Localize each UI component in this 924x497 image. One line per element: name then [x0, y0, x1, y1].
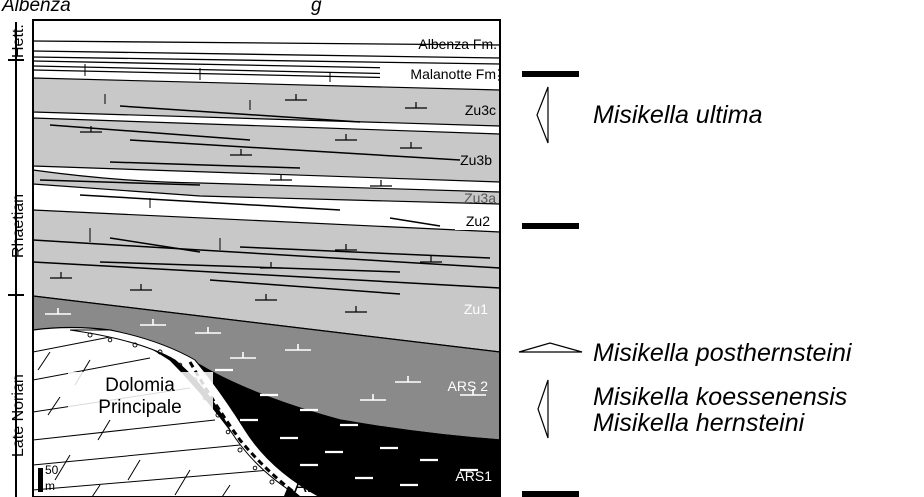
- fault-dashed-line: [188, 361, 296, 495]
- label-zu2: Zu2: [466, 213, 490, 229]
- stage-label-late-norian: Late Norian: [10, 374, 27, 457]
- limestone-symbols: [50, 94, 442, 313]
- band-zu3b: [33, 117, 500, 183]
- zu-gray-bands: [33, 77, 500, 353]
- band-zu3a: [33, 169, 500, 205]
- range-symbols: [518, 86, 583, 439]
- label-albenza: Albenza Fm.: [418, 36, 497, 52]
- label-malanotte-bg: [380, 65, 498, 83]
- label-dolomia-bg: [68, 372, 213, 416]
- scale-value: 50: [45, 463, 59, 477]
- biozone-bar-top: [522, 71, 579, 77]
- biozone-bars: [522, 71, 579, 497]
- range-ultima-icon: [536, 86, 549, 144]
- taxon-koessenensis: Misikella koessenensis: [593, 383, 847, 411]
- scale-bar-rect: [38, 468, 43, 492]
- taxon-posthernsteini: Misikella posthernsteini: [593, 339, 853, 367]
- biozone-bar-mid: [522, 223, 579, 229]
- label-zu3a: Zu3a: [464, 190, 496, 206]
- stage-label-hett: Hett.: [10, 24, 27, 58]
- scale-bar: 50 m: [38, 463, 59, 493]
- label-dolomia-line1: Dolomia: [105, 375, 175, 396]
- band-zu1: [33, 209, 500, 353]
- band-ars1: [109, 329, 500, 497]
- label-zu1: Zu1: [464, 301, 488, 317]
- clipped-caption-right: g: [311, 0, 322, 16]
- label-ar: AR: [294, 476, 320, 497]
- label-dolomia-line2: Principale: [98, 397, 181, 418]
- label-zu2-bg: [455, 212, 495, 230]
- marl-lenses: [33, 105, 500, 295]
- taxon-hernsteini: Misikella hernsteini: [593, 409, 806, 437]
- stage-column: Hett. Rhaetian Late Norian: [8, 22, 27, 497]
- stage-label-rhaetian: Rhaetian: [10, 194, 27, 258]
- panel-frame: [32, 19, 501, 497]
- ars1-dashes: [215, 368, 478, 487]
- unit-labels: Albenza Fm. Malanotte Fm Zu3c Zu3b Zu3a …: [68, 36, 498, 497]
- label-malanotte: Malanotte Fm: [410, 66, 496, 82]
- biozone-bar-bottom: [522, 491, 579, 497]
- label-ars2: ARS 2: [448, 378, 489, 394]
- taxa-labels: Misikella ultima Misikella posthernstein…: [593, 101, 853, 437]
- scale-unit: m: [45, 479, 55, 493]
- bedding-ticks: [84, 64, 331, 250]
- range-koessenensis-icon: [537, 379, 549, 439]
- band-zu3c: [33, 77, 500, 127]
- clipped-caption-left: Albenza: [1, 0, 71, 16]
- label-zu3c: Zu3c: [465, 102, 496, 118]
- section-panel: [32, 19, 501, 497]
- label-ars1: ARS1: [455, 468, 492, 484]
- ars2-symbols: [45, 308, 486, 401]
- label-zu3b: Zu3b: [460, 152, 492, 168]
- taxon-ultima: Misikella ultima: [593, 101, 763, 129]
- range-posthernsteini-icon: [518, 342, 583, 353]
- fault-arrow-icon: [284, 486, 300, 496]
